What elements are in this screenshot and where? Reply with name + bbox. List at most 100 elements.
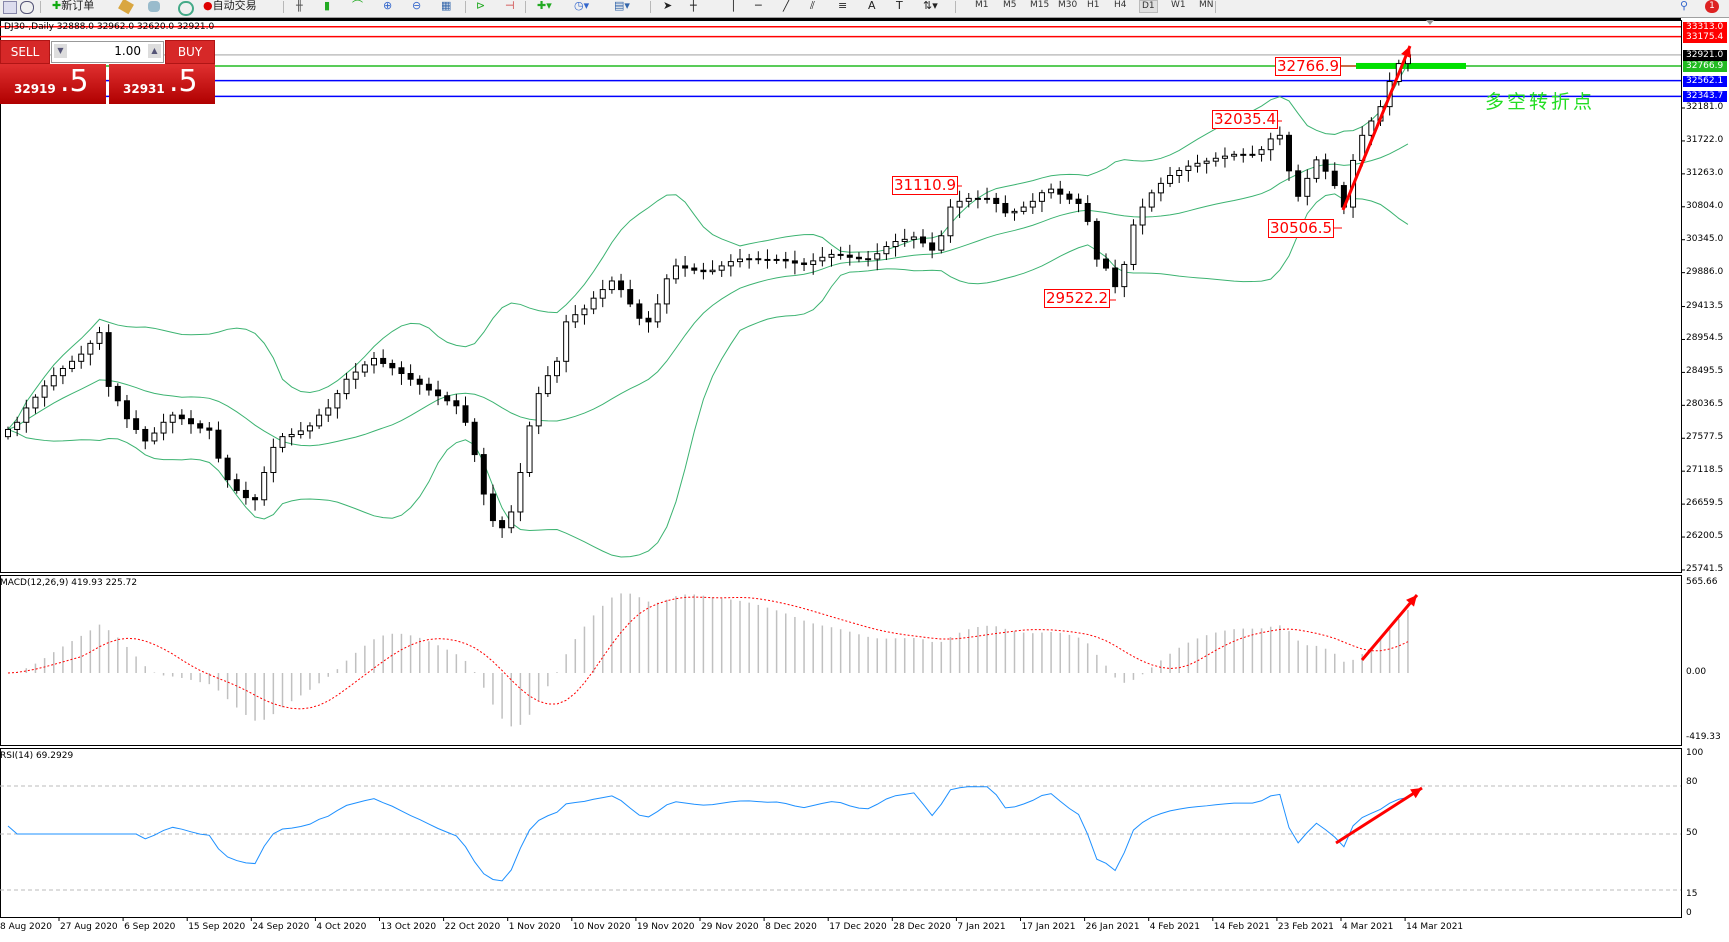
candle bbox=[1057, 188, 1064, 195]
zoom-out-icon[interactable]: ⊖ bbox=[412, 0, 422, 12]
price-axis-tick: 25741.5 bbox=[1686, 563, 1724, 574]
price-label-30506[interactable]: 30506.5 bbox=[1268, 219, 1335, 238]
timeframe-m5[interactable]: M5 bbox=[1003, 0, 1017, 10]
trendline-icon[interactable]: ╱ bbox=[783, 0, 790, 12]
candle bbox=[32, 396, 39, 409]
new-chart-icon[interactable] bbox=[3, 1, 17, 14]
date-axis-label: 19 Nov 2020 bbox=[636, 922, 695, 932]
timeframe-mn[interactable]: MN bbox=[1199, 0, 1214, 10]
candle bbox=[1020, 206, 1027, 212]
sell-price-button[interactable]: 32919 .5 bbox=[0, 64, 106, 104]
text-icon[interactable]: A bbox=[868, 0, 876, 12]
candle bbox=[1130, 224, 1137, 265]
auto-scroll-icon[interactable]: ⊳ bbox=[476, 0, 486, 12]
candle bbox=[1084, 202, 1091, 222]
separator bbox=[1215, 1, 1216, 13]
crosshair-icon[interactable]: ┼ bbox=[690, 0, 697, 12]
bollinger-middle bbox=[7, 143, 1409, 447]
candle bbox=[316, 414, 323, 427]
macd-axis-top: 565.66 bbox=[1686, 577, 1718, 587]
candle bbox=[1029, 200, 1036, 208]
auto-trading-button[interactable]: ●自动交易 bbox=[203, 0, 257, 14]
candle bbox=[920, 236, 926, 244]
cloud-icon[interactable] bbox=[148, 1, 160, 12]
candle bbox=[197, 423, 204, 429]
horizontal-line-icon[interactable]: ─ bbox=[755, 0, 762, 12]
candle bbox=[1258, 149, 1265, 155]
price-label-31110[interactable]: 31110.9 bbox=[892, 176, 959, 195]
candle bbox=[499, 520, 506, 529]
periods-clock-icon[interactable]: ◷▾ bbox=[574, 0, 590, 12]
toolbar: ✚新订单 ●自动交易 ╫ ▮ ⌒ ⊕ ⊖ ▦ ⊳ ⊣ ✚▾ ◷▾ ▤▾ ➤ ┼ … bbox=[0, 0, 1729, 18]
timeframe-h4[interactable]: H4 bbox=[1114, 0, 1127, 10]
text-label-icon[interactable]: T bbox=[896, 0, 903, 12]
signal-icon[interactable] bbox=[178, 1, 194, 16]
timeframe-m30[interactable]: M30 bbox=[1058, 0, 1078, 10]
lot-size-input[interactable]: ▼ 1.00 ▲ bbox=[51, 41, 164, 63]
vertical-line-icon[interactable]: │ bbox=[730, 0, 737, 12]
price-label-29522[interactable]: 29522.2 bbox=[1044, 289, 1111, 308]
date-axis-label: 14 Mar 2021 bbox=[1406, 922, 1464, 932]
price-label-32035[interactable]: 32035.4 bbox=[1212, 110, 1279, 129]
candle bbox=[535, 393, 542, 427]
price-label-32766[interactable]: 32766.9 bbox=[1275, 57, 1342, 76]
macd-axis-zero: 0.00 bbox=[1686, 667, 1707, 677]
search-icon[interactable]: ⚲ bbox=[1680, 0, 1689, 12]
candle bbox=[1276, 134, 1283, 140]
date-axis-label: 24 Sep 2020 bbox=[252, 922, 310, 932]
candle bbox=[471, 421, 478, 456]
separator bbox=[525, 1, 526, 13]
candle bbox=[178, 414, 185, 420]
timeframe-m1[interactable]: M1 bbox=[975, 0, 989, 10]
candle bbox=[270, 446, 277, 474]
lot-value[interactable]: 1.00 bbox=[114, 44, 141, 58]
timeframe-m15[interactable]: M15 bbox=[1030, 0, 1050, 10]
candle bbox=[938, 235, 945, 251]
fibonacci-icon[interactable]: ≡ bbox=[838, 0, 848, 12]
indicators-icon[interactable]: ✚▾ bbox=[537, 0, 552, 12]
separator bbox=[955, 1, 956, 13]
reversal-point-annotation[interactable]: 多空转折点 bbox=[1485, 91, 1596, 113]
candle bbox=[883, 246, 890, 255]
timeframe-d1[interactable]: D1 bbox=[1139, 0, 1158, 13]
rsi-panel bbox=[0, 748, 1682, 918]
line-chart-icon[interactable]: ⌒ bbox=[352, 0, 363, 12]
lot-increase-icon[interactable]: ▲ bbox=[148, 44, 161, 58]
arrows-icon[interactable]: ⇅▾ bbox=[923, 0, 938, 12]
bar-chart-icon[interactable]: ╫ bbox=[296, 0, 303, 12]
macd-panel bbox=[0, 575, 1682, 746]
new-order-button[interactable]: ✚新订单 bbox=[52, 0, 94, 14]
sell-button[interactable]: SELL bbox=[0, 40, 50, 64]
timeframe-h1[interactable]: H1 bbox=[1087, 0, 1100, 10]
templates-icon[interactable]: ▤▾ bbox=[614, 0, 630, 12]
candle bbox=[224, 457, 231, 481]
price-axis-tick: 29413.5 bbox=[1686, 300, 1724, 311]
date-axis-label: 4 Mar 2021 bbox=[1342, 922, 1394, 932]
candle bbox=[1194, 162, 1201, 167]
equidistant-channel-icon[interactable]: ⫽ bbox=[810, 0, 815, 12]
price-trend-arrow-head-icon bbox=[1401, 46, 1411, 58]
date-axis-label: 23 Feb 2021 bbox=[1277, 922, 1334, 932]
candle bbox=[1093, 220, 1100, 260]
zoom-in-icon[interactable]: ⊕ bbox=[383, 0, 393, 12]
bollinger-upper bbox=[7, 63, 1409, 430]
history-center-icon[interactable] bbox=[118, 0, 134, 15]
buy-price-button[interactable]: 32931 .5 bbox=[109, 64, 215, 104]
buy-button[interactable]: BUY bbox=[165, 40, 215, 64]
date-axis-label: 10 Nov 2020 bbox=[572, 922, 631, 932]
level-price-tag: 32562.1 bbox=[1683, 75, 1727, 87]
chart-canvas[interactable] bbox=[0, 18, 1729, 942]
notification-badge[interactable]: 1 bbox=[1705, 0, 1719, 13]
tile-windows-icon[interactable]: ▦ bbox=[441, 0, 452, 12]
lot-decrease-icon[interactable]: ▼ bbox=[54, 44, 67, 58]
candlestick-icon[interactable]: ▮ bbox=[324, 0, 331, 12]
date-axis-label: 8 Dec 2020 bbox=[765, 922, 817, 932]
cursor-icon[interactable]: ➤ bbox=[663, 0, 673, 12]
timeframe-w1[interactable]: W1 bbox=[1171, 0, 1186, 10]
chart-shift-icon[interactable]: ⊣ bbox=[505, 0, 515, 12]
level-price-tag: 32343.7 bbox=[1683, 91, 1727, 103]
zoom-search-icon[interactable] bbox=[20, 1, 34, 14]
macd-trend-arrow-head-icon bbox=[1406, 595, 1417, 607]
candle bbox=[855, 256, 862, 260]
candle bbox=[306, 425, 313, 432]
